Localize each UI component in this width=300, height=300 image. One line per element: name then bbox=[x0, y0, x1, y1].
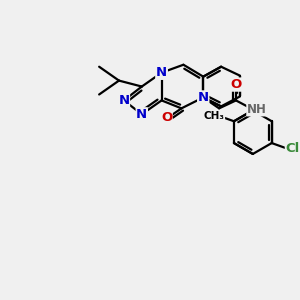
Text: N: N bbox=[156, 66, 167, 79]
Text: Cl: Cl bbox=[285, 142, 300, 154]
Text: CH₃: CH₃ bbox=[204, 111, 225, 121]
Text: N: N bbox=[118, 94, 130, 107]
Text: O: O bbox=[230, 78, 242, 91]
Text: O: O bbox=[161, 111, 172, 124]
Text: N: N bbox=[198, 91, 209, 104]
Text: N: N bbox=[136, 108, 147, 121]
Text: NH: NH bbox=[247, 103, 267, 116]
Text: N: N bbox=[156, 66, 167, 79]
